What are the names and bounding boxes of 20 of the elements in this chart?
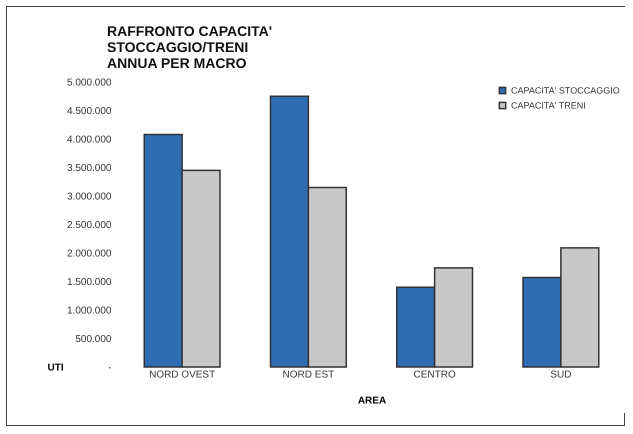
x-tick-label: NORD OVEST — [149, 370, 216, 380]
chart-title: RAFFRONTO CAPACITA' STOCCAGGIO/TRENI ANNUA PER MACRO — [107, 23, 272, 71]
y-tick-label: 3.000.000 — [67, 192, 112, 202]
y-tick-label: 5.000.000 — [67, 78, 112, 88]
y-tick-label: 1.000.000 — [67, 306, 112, 316]
legend-label: CAPACITA' TRENI — [511, 100, 586, 110]
legend-label: CAPACITA' STOCCAGGIO — [511, 86, 620, 96]
y-tick-label: 1.500.000 — [67, 277, 112, 288]
y-axis-title: UTI — [48, 362, 64, 374]
y-tick-label: 4.500.000 — [67, 106, 112, 117]
y-tick-label: 3.500.000 — [67, 163, 112, 174]
y-tick-label: 2.000.000 — [67, 248, 112, 260]
x-tick-label: NORD EST — [282, 370, 334, 380]
x-axis-title: AREA — [358, 396, 386, 406]
y-tick-label: 4.000.000 — [67, 134, 112, 146]
y-tick-label: 2.500.000 — [67, 220, 112, 231]
y-tick-label: 500.000 — [75, 334, 112, 345]
x-tick-label: CENTRO — [414, 370, 456, 380]
x-tick-label: SUD — [550, 370, 572, 380]
y-tick-label: - — [108, 362, 112, 374]
